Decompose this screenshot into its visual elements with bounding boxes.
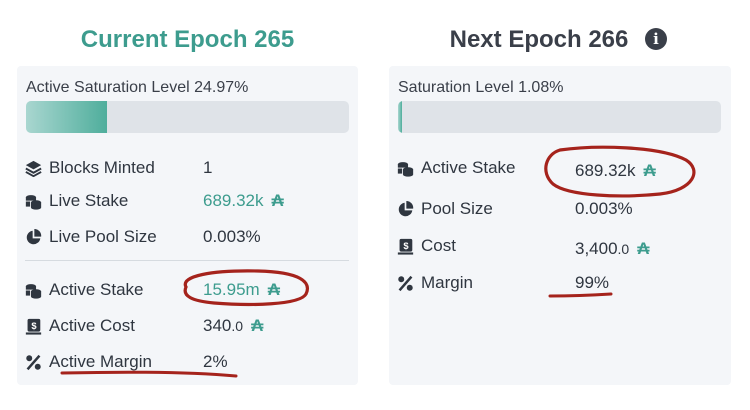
live-stake-row: Live Stake 689.32k ₳ <box>17 188 358 214</box>
live-stake-label: Live Stake <box>49 191 129 210</box>
live-pool-size-row: Live Pool Size 0.003% <box>17 224 358 250</box>
saturation-bar <box>398 101 721 133</box>
ada-symbol: ₳ <box>251 316 264 335</box>
money-bill-icon: $ <box>25 318 42 335</box>
coins-icon <box>25 284 42 299</box>
layers-icon <box>25 160 42 177</box>
active-saturation-fill <box>26 101 107 133</box>
ada-symbol: ₳ <box>637 239 650 258</box>
svg-text:$: $ <box>403 241 409 251</box>
live-stake-value[interactable]: 689.32k ₳ <box>203 188 284 214</box>
next-epoch-card: Saturation Level 1.08% Active Stake 689.… <box>389 66 731 385</box>
cost-main: 3,400 <box>575 239 618 258</box>
margin-row: Margin 99% <box>389 270 731 296</box>
cost-value: 3,400.0 ₳ <box>575 236 650 262</box>
blocks-minted-label: Blocks Minted <box>49 158 155 177</box>
section-divider <box>25 260 349 261</box>
active-stake-row: Active Stake 15.95m ₳ <box>17 277 358 303</box>
coins-icon <box>25 195 42 210</box>
active-margin-row: Active Margin 2% <box>17 349 358 375</box>
live-stake-amount[interactable]: 689.32k <box>203 191 264 210</box>
coins-icon <box>397 162 414 177</box>
info-icon[interactable]: i <box>645 28 667 50</box>
current-epoch-card: Active Saturation Level 24.97% Blocks Mi… <box>17 66 358 385</box>
active-cost-label: Active Cost <box>49 316 135 335</box>
active-cost-row: $ Active Cost 340.0 ₳ <box>17 313 358 339</box>
next-active-stake-label: Active Stake <box>421 158 516 177</box>
ada-symbol: ₳ <box>271 191 284 210</box>
saturation-label: Saturation Level 1.08% <box>398 79 564 96</box>
percent-icon <box>26 354 41 371</box>
saturation-fill <box>398 101 402 133</box>
active-saturation-label: Active Saturation Level 24.97% <box>26 79 249 96</box>
cost-fraction: .0 <box>617 241 630 257</box>
cost-label: Cost <box>421 236 456 255</box>
live-pool-size-value: 0.003% <box>203 227 261 246</box>
margin-label: Margin <box>421 273 473 292</box>
next-active-stake-value: 689.32k ₳ <box>575 158 656 184</box>
cost-row: $ Cost 3,400.0 ₳ <box>389 233 731 259</box>
active-cost-value: 340.0 ₳ <box>203 313 263 339</box>
next-active-stake-amount: 689.32k <box>575 161 636 180</box>
pool-size-value: 0.003% <box>575 199 633 218</box>
next-active-stake-row: Active Stake 689.32k ₳ <box>389 155 731 181</box>
active-margin-value: 2% <box>203 352 228 371</box>
pie-chart-icon <box>26 229 42 245</box>
active-stake-amount[interactable]: 15.95m <box>203 280 260 299</box>
blocks-minted-value: 1 <box>203 158 213 177</box>
ada-symbol: ₳ <box>267 280 280 299</box>
percent-icon <box>398 275 413 292</box>
blocks-minted-row: Blocks Minted 1 <box>17 155 358 181</box>
next-epoch-title: Next Epoch 266 <box>449 26 629 53</box>
current-epoch-title: Current Epoch 265 <box>80 26 295 53</box>
svg-text:$: $ <box>31 321 37 331</box>
active-saturation-bar <box>26 101 349 133</box>
pie-chart-icon <box>398 201 414 217</box>
ada-symbol: ₳ <box>643 161 656 180</box>
pool-size-label: Pool Size <box>421 199 493 218</box>
active-stake-label: Active Stake <box>49 280 144 299</box>
active-cost-fraction: .0 <box>231 318 244 334</box>
active-margin-label: Active Margin <box>49 352 152 371</box>
live-pool-size-label: Live Pool Size <box>49 227 157 246</box>
pool-size-row: Pool Size 0.003% <box>389 196 731 222</box>
margin-value: 99% <box>575 273 610 292</box>
money-bill-icon: $ <box>397 238 414 255</box>
active-cost-main: 340 <box>203 316 232 335</box>
active-stake-value[interactable]: 15.95m ₳ <box>203 277 280 303</box>
